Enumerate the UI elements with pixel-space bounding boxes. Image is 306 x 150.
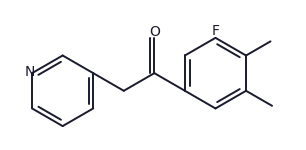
Text: O: O [149, 25, 160, 39]
Text: N: N [25, 65, 35, 79]
Text: F: F [212, 24, 220, 38]
